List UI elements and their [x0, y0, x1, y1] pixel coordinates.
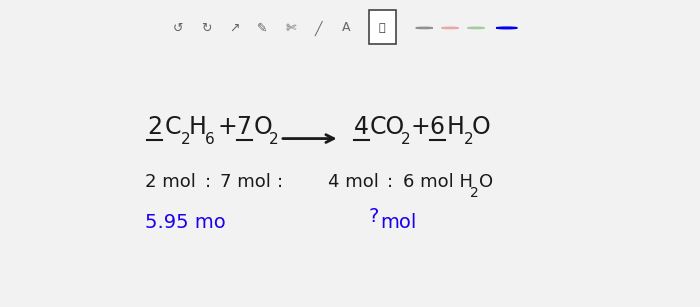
Text: :: : [387, 173, 393, 191]
Text: 4 mol: 4 mol [328, 173, 379, 191]
Text: +: + [411, 115, 430, 138]
Text: ?: ? [369, 207, 379, 226]
Text: ↗: ↗ [230, 21, 239, 34]
Text: CO: CO [370, 115, 405, 138]
Text: ✄: ✄ [286, 21, 295, 34]
Text: 7 mol: 7 mol [220, 173, 272, 191]
Text: O: O [480, 173, 494, 191]
Text: A: A [342, 21, 351, 34]
Text: 2: 2 [400, 132, 410, 147]
Text: ✎: ✎ [258, 21, 267, 34]
Text: 5.95 mo: 5.95 mo [145, 213, 225, 232]
Text: C: C [164, 115, 181, 138]
Text: 2: 2 [470, 186, 479, 200]
Ellipse shape [416, 27, 433, 29]
Text: O: O [472, 115, 491, 138]
Ellipse shape [442, 27, 458, 29]
Text: 2: 2 [269, 132, 279, 147]
Text: 6: 6 [204, 132, 214, 147]
Text: ↻: ↻ [202, 21, 211, 34]
Text: 7: 7 [237, 115, 251, 138]
Text: :: : [277, 173, 284, 191]
Text: 6: 6 [430, 115, 444, 138]
Text: +: + [217, 115, 237, 138]
Text: 4: 4 [354, 115, 368, 138]
Text: ↺: ↺ [174, 21, 183, 34]
Ellipse shape [496, 27, 517, 29]
Text: H: H [447, 115, 465, 138]
Text: :: : [204, 173, 211, 191]
Text: O: O [254, 115, 273, 138]
Text: ╱: ╱ [315, 20, 322, 36]
Text: 2: 2 [464, 132, 474, 147]
Text: 🖼: 🖼 [379, 23, 386, 33]
FancyBboxPatch shape [369, 10, 396, 44]
Text: 2: 2 [181, 132, 190, 147]
Text: mol: mol [380, 213, 416, 232]
Text: H: H [189, 115, 207, 138]
Ellipse shape [468, 27, 484, 29]
Text: 2 mol: 2 mol [145, 173, 196, 191]
Text: 6 mol H: 6 mol H [403, 173, 473, 191]
Text: 2: 2 [147, 115, 162, 138]
